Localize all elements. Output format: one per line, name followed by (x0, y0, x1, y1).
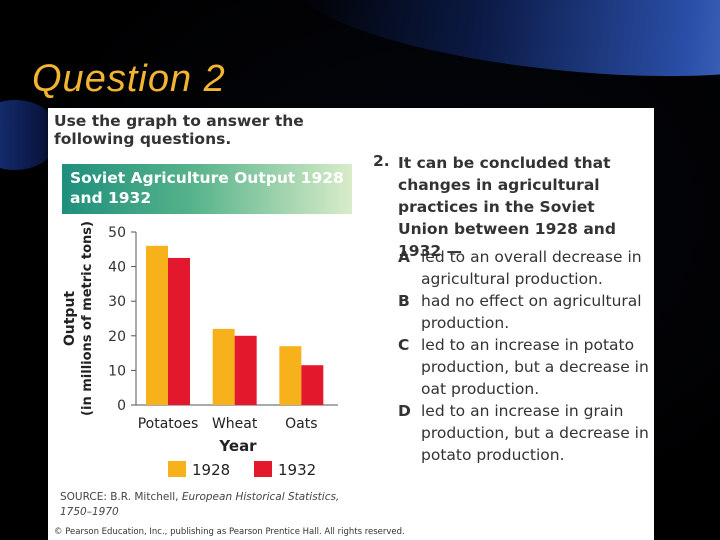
bar-chart: 0 10 20 30 40 50 Output (in millions of metric … (62, 221, 338, 479)
chart-title: Soviet Agriculture Output 1928 and 1932 (70, 169, 344, 207)
y-tick-label: 10 (108, 363, 126, 379)
instructions: Use the graph to answer the following qu… (54, 112, 304, 148)
source-prefix: SOURCE: B.R. Mitchell, (60, 491, 182, 503)
copyright-note: © Pearson Education, Inc., publishing as… (54, 527, 405, 537)
y-tick-label: 50 (108, 225, 126, 241)
option-text: led to an overall decrease in agricultur… (421, 248, 642, 288)
option-text: had no effect on agricultural production… (421, 292, 642, 332)
bar-potatoes-1928 (146, 245, 168, 405)
y-axis-label-line1: Output (62, 291, 78, 347)
option-letter: C (398, 336, 410, 354)
bar-oats-1932 (301, 365, 324, 405)
x-tick-label: Oats (285, 416, 317, 432)
option-letter: B (398, 292, 410, 310)
bar-wheat-1928 (212, 328, 235, 405)
option-letter: A (398, 248, 410, 266)
y-tick-label: 20 (108, 329, 126, 345)
question-number: 2. (373, 152, 390, 170)
x-axis-label: Year (218, 437, 257, 455)
bar-wheat-1932 (234, 335, 257, 405)
chart-title-banner: Soviet Agriculture Output 1928 and 1932 (62, 164, 352, 214)
y-tick-label: 40 (108, 260, 126, 276)
question-stem: It can be concluded that changes in agri… (398, 154, 616, 260)
option-letter: D (398, 402, 411, 420)
x-tick-label: Wheat (212, 416, 258, 432)
question-panel: Use the graph to answer the following qu… (48, 108, 654, 540)
source-note: SOURCE: B.R. Mitchell, European Historic… (60, 490, 360, 520)
legend-swatch-1932 (254, 461, 272, 477)
y-axis-label-line2: (in millions of metric tons) (80, 221, 95, 416)
legend-label-1928: 1928 (192, 461, 230, 479)
option-text: led to an increase in potato production,… (421, 336, 649, 398)
slide-title: Question 2 (32, 58, 226, 100)
x-tick-label: Potatoes (138, 416, 199, 432)
source-title: European Historical Statistics, 1750–197… (60, 491, 340, 518)
legend-label-1932: 1932 (278, 461, 316, 479)
y-tick-label: 30 (108, 294, 126, 310)
bar-oats-1928 (279, 346, 302, 405)
y-tick-label: 0 (117, 398, 126, 414)
legend-swatch-1928 (168, 461, 186, 477)
bar-potatoes-1932 (168, 257, 190, 405)
option-text: led to an increase in grain production, … (421, 402, 649, 464)
